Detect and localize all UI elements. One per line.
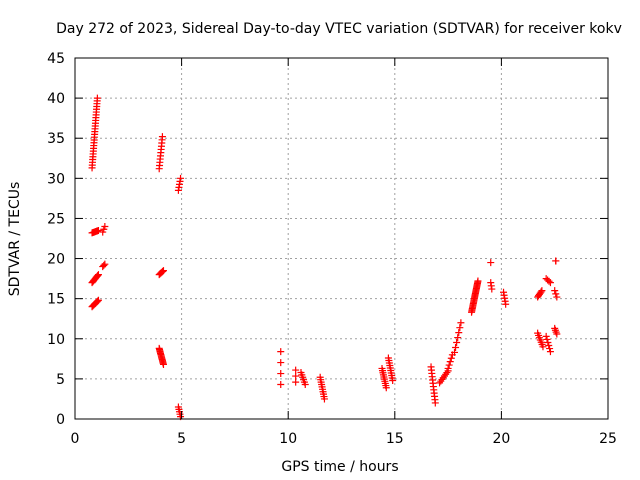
data-point: [101, 222, 109, 230]
data-point: [389, 376, 397, 384]
x-tick-label: 25: [599, 431, 617, 447]
data-point: [444, 364, 452, 372]
data-point: [545, 277, 553, 285]
y-tick-label: 0: [56, 412, 65, 428]
data-point: [94, 226, 102, 234]
data-point: [158, 268, 166, 276]
data-point: [320, 395, 328, 403]
y-tick-label: 25: [47, 211, 65, 227]
data-point: [94, 296, 102, 304]
data-points: [88, 94, 561, 421]
y-tick-label: 45: [47, 51, 65, 67]
x-axis-title: GPS time / hours: [281, 459, 398, 475]
data-point: [537, 288, 545, 296]
data-point: [94, 271, 102, 279]
data-point: [542, 332, 550, 340]
data-point: [382, 384, 390, 392]
chart-title: Day 272 of 2023, Sidereal Day-to-day VTE…: [56, 21, 622, 37]
data-point: [488, 285, 496, 293]
data-point: [450, 348, 458, 356]
data-point: [455, 329, 463, 337]
data-point: [277, 381, 285, 389]
y-tick-label: 40: [47, 91, 65, 107]
axis-ticks: [74, 57, 609, 420]
x-tick-label: 15: [386, 431, 404, 447]
tick-labels: 0 5 10 15 20 25 0 5 10 15 20 25 30 35 40 45: [47, 51, 617, 447]
data-point: [452, 343, 460, 351]
data-point: [277, 359, 285, 367]
data-point: [93, 94, 101, 102]
data-point: [301, 381, 309, 389]
data-point: [177, 174, 185, 182]
grid: [75, 58, 608, 419]
data-point: [552, 290, 560, 298]
y-axis-title: SDTVAR / TECUs: [7, 182, 23, 297]
data-point: [457, 319, 465, 327]
data-point: [539, 343, 547, 351]
data-point: [277, 370, 285, 378]
y-tick-label: 20: [47, 252, 65, 268]
data-point: [487, 259, 495, 267]
data-point: [551, 287, 559, 295]
plot-frame: [74, 57, 609, 420]
data-point: [443, 369, 451, 377]
data-point: [543, 335, 551, 343]
data-point: [159, 360, 167, 368]
data-point: [292, 378, 300, 386]
data-point: [277, 348, 285, 356]
data-point: [546, 279, 554, 287]
data-point: [453, 339, 461, 347]
data-point: [159, 267, 167, 275]
y-tick-label: 30: [47, 171, 65, 187]
data-point: [292, 366, 300, 374]
data-point: [94, 271, 102, 279]
data-point: [100, 261, 108, 269]
x-tick-label: 10: [279, 431, 297, 447]
x-tick-label: 20: [492, 431, 510, 447]
data-point: [292, 372, 300, 380]
data-point: [545, 342, 553, 350]
data-point: [93, 298, 101, 306]
data-point: [431, 399, 439, 407]
data-point: [546, 345, 554, 353]
data-point: [544, 338, 552, 346]
data-point: [552, 257, 560, 265]
x-tick-label: 0: [71, 431, 80, 447]
data-point: [456, 324, 464, 332]
data-point: [538, 287, 546, 295]
data-point: [553, 293, 561, 301]
data-point: [445, 361, 453, 369]
data-point: [94, 297, 102, 305]
y-tick-label: 15: [47, 292, 65, 308]
data-point: [101, 260, 109, 268]
data-point: [502, 300, 510, 308]
data-point: [446, 358, 454, 366]
y-tick-label: 5: [56, 372, 65, 388]
y-tick-label: 10: [47, 332, 65, 348]
data-point: [454, 334, 462, 342]
x-tick-label: 5: [177, 431, 186, 447]
data-point: [474, 277, 482, 285]
data-point: [546, 348, 554, 356]
data-point: [158, 133, 166, 141]
data-point: [553, 330, 561, 338]
data-point: [159, 267, 167, 275]
y-tick-label: 35: [47, 131, 65, 147]
data-point: [447, 354, 455, 362]
